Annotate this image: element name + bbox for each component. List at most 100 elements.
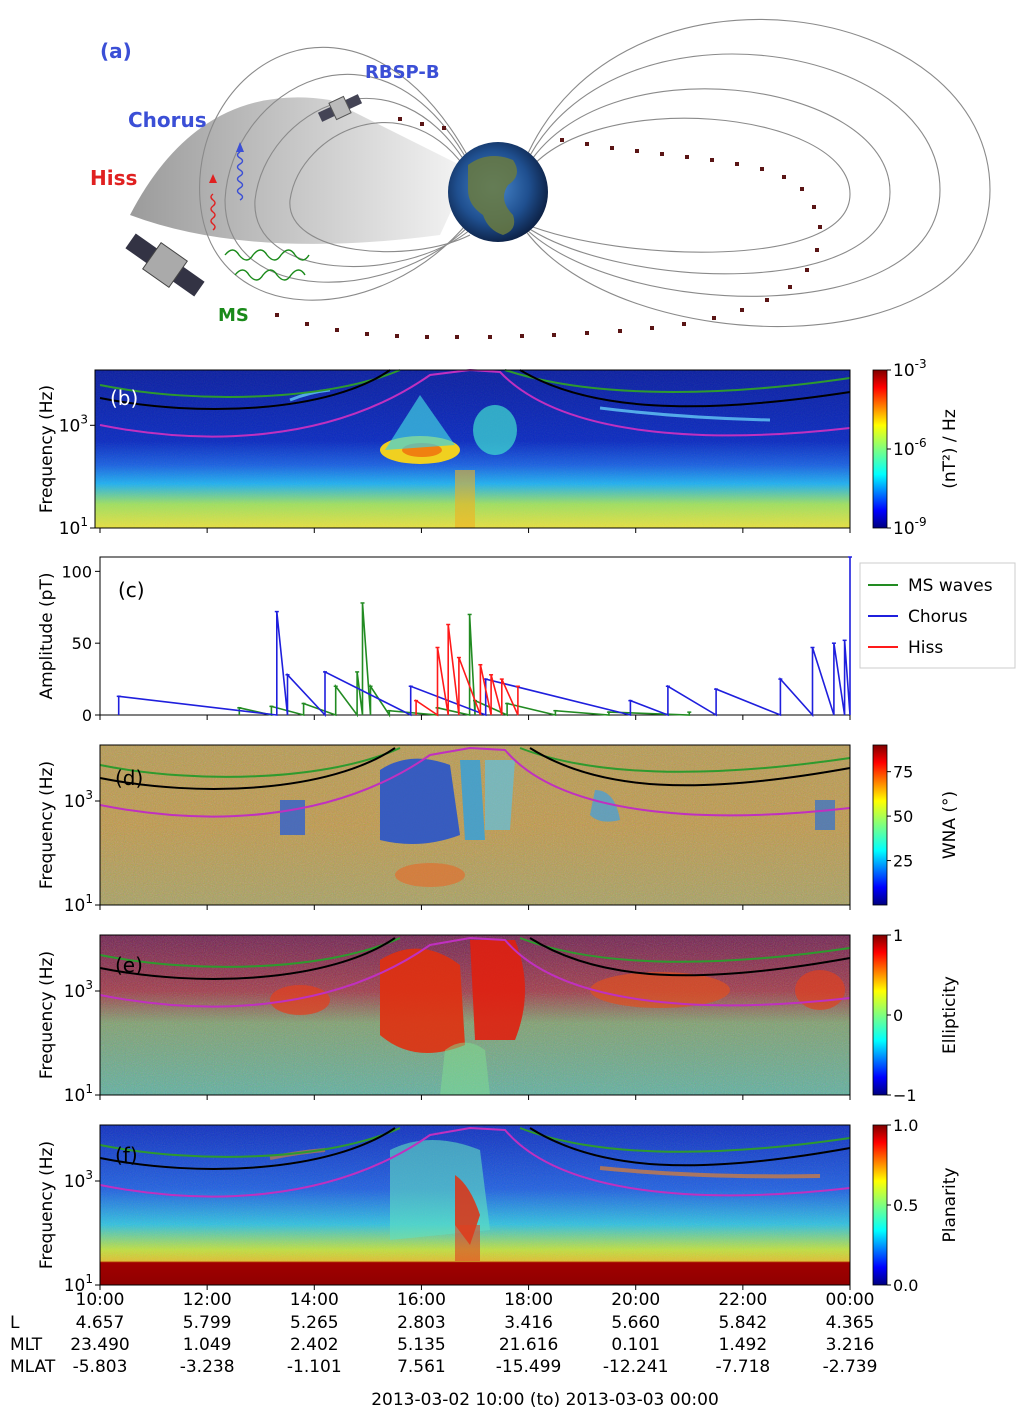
panel-e-fce-line <box>99 937 851 968</box>
legend-label-0: MS waves <box>908 576 993 596</box>
label-rbsp-b: RBSP-B <box>365 62 440 83</box>
colorbar-b <box>872 369 888 529</box>
panel-f: (f) Frequency (Hz) 101 103 1.0 0.5 0.0 Planar… <box>37 1116 960 1296</box>
xtick-time-7: 00:00 <box>826 1290 875 1310</box>
ytick-e-0: 101 <box>64 1082 93 1106</box>
panel-label-f: (f) <box>115 1143 138 1167</box>
row-mlat-5: -12.241 <box>603 1357 669 1377</box>
xtick-time-4: 18:00 <box>504 1290 553 1310</box>
cbar-label-d: WNA (°) <box>940 791 960 859</box>
panel-label-d: (d) <box>115 766 143 790</box>
ytick-b-1: 103 <box>59 412 88 436</box>
ylabel-e: Frequency (Hz) <box>37 951 57 1079</box>
ytick-f-1: 103 <box>64 1168 93 1192</box>
xtick-time-1: 12:00 <box>183 1290 232 1310</box>
row-mlat-1: -3.238 <box>180 1357 235 1377</box>
cbar-label-f: Planarity <box>940 1167 960 1242</box>
cbar-tick-f-2: 0.0 <box>893 1276 918 1295</box>
label-ms: MS <box>218 305 249 326</box>
cbar-tick-e-1: 0 <box>893 1006 903 1025</box>
panel-d-half-fce-line <box>99 747 851 790</box>
row-mlat-6: -7.718 <box>715 1357 770 1377</box>
colorbar-f <box>872 1124 888 1286</box>
row-l-3: 2.803 <box>397 1313 446 1333</box>
cbar-label-b: (nT²) / Hz <box>940 409 960 489</box>
panel-d-fce-line <box>99 747 851 778</box>
row-mlt-2: 2.402 <box>290 1335 339 1355</box>
series-hiss <box>415 624 519 717</box>
chorus-wave-icon <box>236 151 244 201</box>
row-l-4: 3.416 <box>504 1313 553 1333</box>
xtick-time-5: 20:00 <box>611 1290 660 1310</box>
panel-label-c: (c) <box>118 578 145 602</box>
row-mlat-4: -15.499 <box>496 1357 562 1377</box>
panel-e-fpe-line <box>99 936 851 1008</box>
cbar-tick-d-2: 25 <box>893 852 913 871</box>
cbar-tick-f-0: 1.0 <box>893 1116 918 1135</box>
cbar-tick-b-1: 10-6 <box>893 436 927 460</box>
panel-label-a: (a) <box>100 39 132 63</box>
row-mlt-3: 5.135 <box>397 1335 446 1355</box>
panel-f-fce-line <box>99 1127 851 1158</box>
satellite-icon <box>317 94 363 122</box>
legend: MS waves Chorus Hiss <box>859 562 1016 669</box>
panel-b-fpe-line <box>99 368 851 438</box>
cbar-tick-b-2: 10-9 <box>893 515 927 539</box>
cbar-label-e: Ellipticity <box>940 976 960 1054</box>
xtick-time-0: 10:00 <box>76 1290 125 1310</box>
row-mlat-0: -5.803 <box>73 1357 128 1377</box>
orbit-track <box>275 117 822 339</box>
label-hiss: Hiss <box>90 166 137 190</box>
row-mlat-3: 7.561 <box>397 1357 446 1377</box>
ytick-c-0: 0 <box>82 706 92 725</box>
hiss-arrow-icon <box>209 174 217 183</box>
ytick-f-0: 101 <box>64 1272 93 1296</box>
panel-b-half-fce-line <box>99 369 851 410</box>
row-mlt-6: 1.492 <box>719 1335 768 1355</box>
row-label-l: L <box>10 1313 20 1333</box>
ylabel-f: Frequency (Hz) <box>37 1141 57 1269</box>
xtick-time-2: 14:00 <box>290 1290 339 1310</box>
cbar-tick-e-0: 1 <box>893 926 903 945</box>
field-lines <box>199 18 991 328</box>
ms-wave-icon <box>224 249 310 281</box>
row-l-5: 5.660 <box>611 1313 660 1333</box>
row-mlt-1: 1.049 <box>183 1335 232 1355</box>
panel-c: (c) Amplitude (pT) 0 50 100 MS waves Chorus H… <box>37 556 1016 725</box>
earth-landmass <box>468 156 517 235</box>
row-mlat-7: -2.739 <box>823 1357 878 1377</box>
panel-d: (d) Frequency (Hz) 101 103 75 50 25 WNA (°) <box>37 744 960 916</box>
row-mlt-4: 21.616 <box>499 1335 558 1355</box>
ylabel-c: Amplitude (pT) <box>37 573 57 700</box>
chorus-arrow-icon <box>236 142 244 152</box>
panel-f-half-fce-line <box>99 1127 851 1170</box>
row-mlt-7: 3.216 <box>826 1335 875 1355</box>
ylabel-d: Frequency (Hz) <box>37 761 57 889</box>
label-chorus: Chorus <box>128 108 207 132</box>
cbar-tick-d-1: 50 <box>893 807 913 826</box>
ytick-d-1: 103 <box>64 788 93 812</box>
ytick-c-1: 50 <box>72 634 92 653</box>
cbar-tick-d-0: 75 <box>893 763 913 782</box>
xtick-time-6: 22:00 <box>718 1290 767 1310</box>
series-chorus <box>117 557 851 718</box>
ytick-b-0: 101 <box>59 515 88 539</box>
legend-label-1: Chorus <box>908 607 968 627</box>
ytick-d-0: 101 <box>64 892 93 916</box>
panel-c-plot-area <box>99 556 851 716</box>
panel-d-fpe-line <box>99 746 851 818</box>
colorbar-e <box>872 934 888 1096</box>
ytick-c-2: 100 <box>61 562 92 581</box>
row-label-mlt: MLT <box>10 1335 43 1355</box>
panel-e-half-fce-line <box>99 937 851 980</box>
row-l-7: 4.365 <box>826 1313 875 1333</box>
row-label-mlat: MLAT <box>10 1357 56 1377</box>
row-l-0: 4.657 <box>76 1313 125 1333</box>
cbar-tick-b-0: 10-3 <box>893 357 927 381</box>
ylabel-b: Frequency (Hz) <box>37 385 57 513</box>
cbar-tick-f-1: 0.5 <box>893 1196 918 1215</box>
date-range: 2013-03-02 10:00 (to) 2013-03-03 00:00 <box>371 1390 719 1410</box>
series-ms-waves <box>238 602 691 718</box>
row-mlt-0: 23.490 <box>70 1335 129 1355</box>
